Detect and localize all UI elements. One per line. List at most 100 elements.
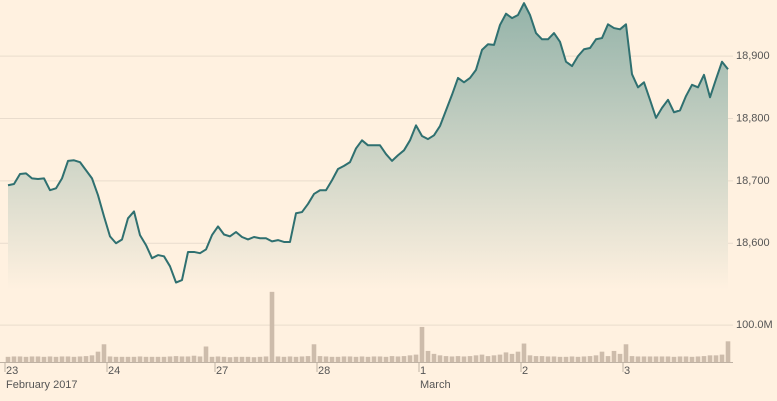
volume-bar [539, 356, 545, 362]
volume-bar [233, 356, 239, 362]
price-area [8, 3, 728, 290]
volume-bar [695, 356, 701, 362]
volume-bar [533, 356, 539, 362]
volume-bar [725, 341, 731, 362]
volume-bar [623, 344, 629, 362]
volume-bar [503, 352, 509, 362]
volume-bar [173, 356, 179, 362]
y2-tick-label: 100.0M [736, 319, 773, 331]
volume-bar [521, 343, 527, 362]
volume-bar [143, 356, 149, 362]
volume-bar [557, 356, 563, 362]
volume-bar [65, 356, 71, 362]
volume-bar [389, 356, 395, 362]
volume-bar [317, 356, 323, 362]
volume-bar [275, 356, 281, 362]
volume-bar [377, 356, 383, 362]
volume-bar [677, 356, 683, 362]
volume-bar [509, 353, 515, 362]
volume-bar [497, 354, 503, 362]
volume-bar [119, 356, 125, 362]
volume-bar [167, 356, 173, 362]
volume-bar [107, 356, 113, 362]
volume-bar [383, 356, 389, 362]
volume-bar [563, 356, 569, 362]
volume-bar [683, 356, 689, 362]
volume-bar [713, 355, 719, 362]
volume-bar [77, 356, 83, 362]
price-line [7, 2, 729, 284]
volume-bar [461, 356, 467, 362]
volume-bar [287, 356, 293, 362]
volume-bar [257, 356, 263, 362]
volume-bar [191, 355, 197, 362]
volume-bar [179, 356, 185, 362]
volume-bar [29, 356, 35, 362]
volume-bar [11, 356, 17, 362]
volume-bar [665, 356, 671, 362]
volume-bar [617, 353, 623, 362]
volume-bar [431, 353, 437, 362]
month-label: March [420, 379, 451, 391]
y-tick-label: 18,700 [736, 175, 770, 187]
volume-bar [323, 356, 329, 362]
volume-bar [293, 356, 299, 362]
volume-bar [707, 355, 713, 362]
volume-bar [593, 355, 599, 362]
volume-bar [155, 356, 161, 362]
volume-bar [605, 356, 611, 362]
volume-bar [251, 357, 257, 362]
volume-bar [347, 356, 353, 362]
y-tick-label: 18,800 [736, 112, 770, 124]
volume-bar [59, 356, 65, 362]
volume-bar [299, 356, 305, 362]
volume-bar [395, 356, 401, 362]
volume-bar [545, 356, 551, 362]
volume-bar [305, 356, 311, 362]
x-tick-label: 27 [216, 365, 228, 377]
volume-bar [311, 344, 317, 362]
volume-bar [221, 356, 227, 362]
x-tick-label: 23 [6, 365, 18, 377]
volume-bar [137, 356, 143, 362]
month-label: February 2017 [6, 379, 78, 391]
volume-bar [335, 356, 341, 362]
volume-bar [587, 356, 593, 362]
volume-bar [515, 351, 521, 362]
volume-bar [71, 356, 77, 362]
volume-bar [263, 356, 269, 362]
volume-bar [527, 355, 533, 362]
volume-bar [551, 356, 557, 362]
volume-bar [455, 356, 461, 362]
volume-bar [281, 356, 287, 362]
x-tick-label: 1 [420, 365, 426, 377]
volume-bar [161, 356, 167, 362]
volume-bar [365, 356, 371, 362]
volume-bar [125, 356, 131, 362]
volume-bar [491, 355, 497, 362]
volume-bar [353, 356, 359, 362]
volume-bar [341, 356, 347, 362]
volume-bar [47, 356, 53, 362]
volume-bar [575, 356, 581, 362]
volume-bar [209, 356, 215, 362]
volume-bar [359, 356, 365, 362]
volume-bar [89, 355, 95, 362]
volume-bar [17, 356, 23, 362]
volume-bar [401, 356, 407, 362]
volume-bar [641, 356, 647, 362]
y-tick-label: 18,900 [736, 50, 770, 62]
volume-bar [719, 354, 725, 362]
volume-bar [203, 346, 209, 362]
volume-bar [689, 356, 695, 362]
volume-bar [149, 356, 155, 362]
volume-bar [245, 356, 251, 362]
volume-bar [413, 354, 419, 362]
x-tick-label: 3 [624, 365, 630, 377]
volume-bar [407, 355, 413, 362]
volume-bar [425, 350, 431, 362]
volume-bar [671, 356, 677, 362]
volume-bar [647, 356, 653, 362]
volume-bar [371, 356, 377, 362]
